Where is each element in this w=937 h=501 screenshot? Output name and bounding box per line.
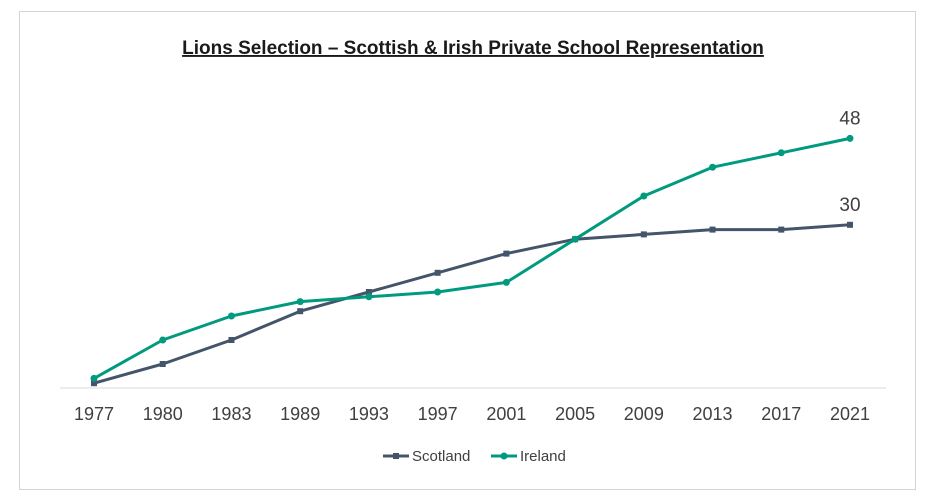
x-tick-label: 1997	[418, 404, 458, 424]
data-point-ireland	[502, 278, 510, 286]
data-point-ireland	[434, 288, 442, 296]
data-point-ireland	[365, 293, 373, 301]
data-point-ireland	[846, 134, 854, 142]
chart-title: Lions Selection – Scottish & Irish Priva…	[182, 38, 764, 59]
data-point-scotland	[365, 289, 372, 295]
data-point-ireland	[709, 163, 717, 171]
x-axis-ticks: 1977 1980 1983 1989 1993 1997 2001 2005 2009 2013…	[74, 404, 870, 424]
data-point-scotland	[159, 361, 166, 367]
legend-marker-scotland	[393, 453, 399, 459]
data-point-scotland	[640, 231, 647, 238]
x-tick-label: 1993	[349, 404, 389, 424]
x-tick-label: 2005	[555, 404, 595, 424]
x-tick-label: 2001	[486, 404, 526, 424]
data-point-scotland	[228, 337, 235, 343]
legend-marker-ireland	[500, 452, 508, 460]
data-point-ireland	[777, 149, 785, 157]
x-tick-label: 2021	[830, 404, 870, 424]
series-line-scotland	[92, 223, 852, 385]
data-point-ireland	[227, 312, 235, 320]
x-tick-label: 1983	[211, 404, 251, 424]
data-label-scotland: 30	[839, 195, 860, 216]
chart-frame	[19, 11, 916, 490]
data-point-scotland	[503, 250, 510, 257]
data-label-ireland: 48	[839, 108, 860, 129]
data-point-scotland	[847, 221, 853, 228]
series-lines	[92, 136, 852, 385]
data-point-scotland	[91, 380, 97, 387]
x-tick-label: 2013	[693, 404, 733, 424]
data-point-ireland	[90, 374, 98, 382]
data-point-ireland	[296, 298, 304, 306]
x-tick-label: 1989	[280, 404, 320, 424]
x-tick-label: 2009	[624, 404, 664, 424]
data-point-scotland	[709, 226, 716, 233]
legend: Scotland Ireland	[383, 448, 566, 465]
data-point-scotland	[297, 308, 304, 315]
legend-label-ireland: Ireland	[520, 448, 566, 465]
series-line-ireland	[92, 136, 852, 380]
data-point-ireland	[571, 235, 579, 243]
data-point-scotland	[778, 226, 785, 233]
x-tick-label: 1977	[74, 404, 114, 424]
x-tick-label: 1980	[143, 404, 183, 424]
data-point-scotland	[434, 269, 441, 276]
series-markers	[90, 134, 854, 387]
data-point-ireland	[640, 192, 648, 200]
data-point-ireland	[159, 336, 167, 344]
legend-label-scotland: Scotland	[412, 448, 470, 465]
data-labels: 30 48	[839, 108, 860, 215]
x-tick-label: 2017	[761, 404, 801, 424]
